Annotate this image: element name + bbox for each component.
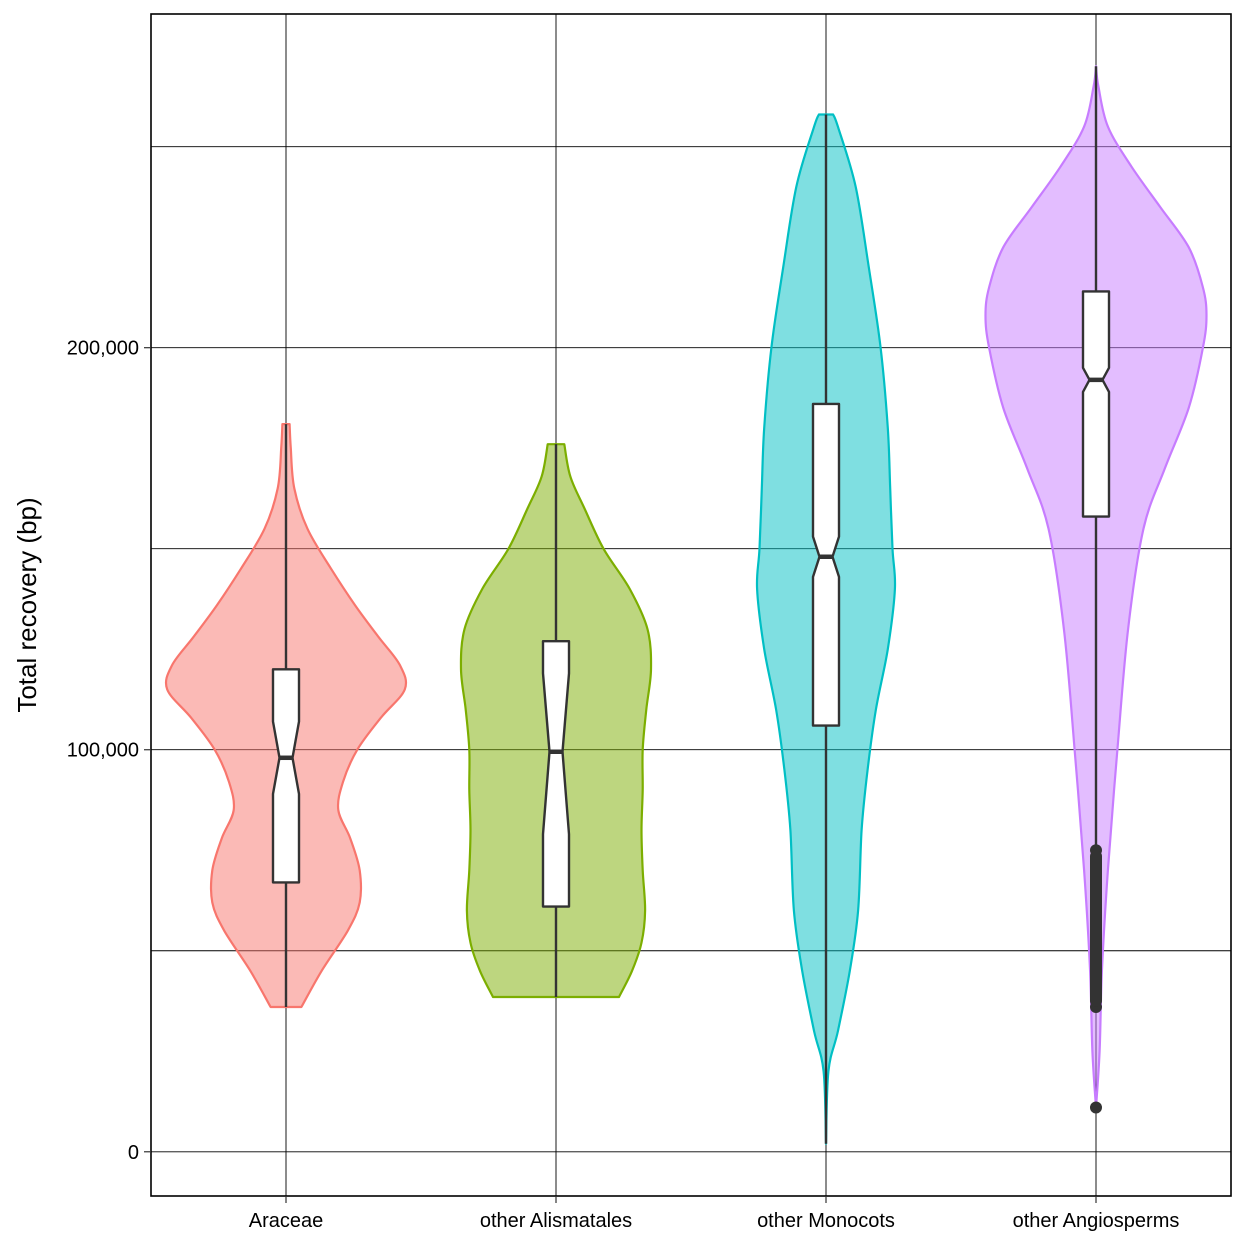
x-axis: Araceae other Alismatales other Monocots ot… <box>249 1196 1180 1232</box>
y-axis-title: Total recovery (bp) <box>12 497 42 712</box>
outlier-cluster <box>1090 850 1102 1008</box>
boxplots <box>271 66 1111 1144</box>
y-tick-label: 0 <box>128 1142 139 1164</box>
y-axis: 0 100,000 200,000 <box>67 338 151 1164</box>
x-tick-label: other Monocots <box>757 1210 895 1232</box>
box-4 <box>1081 290 1111 518</box>
box-3 <box>811 402 841 727</box>
x-tick-label: other Angiosperms <box>1013 1210 1180 1232</box>
box-2 <box>541 639 571 908</box>
x-tick-label: Araceae <box>249 1210 324 1232</box>
y-tick-label: 200,000 <box>67 338 139 360</box>
x-tick-label: other Alismatales <box>480 1210 632 1232</box>
plot-border <box>150 13 1232 1197</box>
y-tick-label: 100,000 <box>67 740 139 762</box>
outlier-point <box>1090 1101 1102 1114</box>
box-1 <box>271 668 301 884</box>
